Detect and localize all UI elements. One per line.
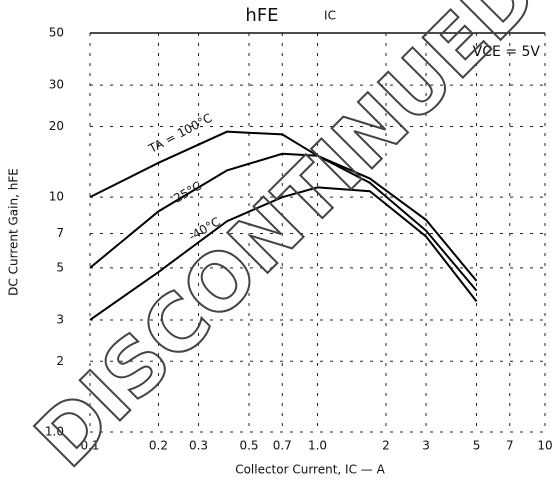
x-tick-label: 0.7: [273, 439, 292, 453]
chart-subtitle: IC: [324, 9, 336, 23]
data-line: [89, 186, 478, 321]
annotation: VCE = 5V: [473, 44, 541, 60]
y-tick-label: 30: [49, 78, 64, 92]
watermark: DISCONTINUED: [19, 0, 555, 485]
x-tick-label: 0.5: [239, 439, 258, 453]
x-tick-label: 0.1: [80, 439, 99, 453]
y-axis-label: DC Current Gain, hFE: [7, 168, 21, 296]
x-tick-label: 7: [506, 439, 514, 453]
y-tick-label: 5: [56, 260, 64, 274]
data-line: [89, 152, 478, 292]
x-tick-label: 5: [473, 439, 481, 453]
x-axis-label: Collector Current, IC — A: [235, 463, 385, 477]
y-tick-label: 50: [49, 26, 64, 40]
data-line: [89, 130, 478, 282]
x-tick-label: 1.0: [308, 439, 327, 453]
y-tick-label: 3: [56, 312, 64, 326]
y-tick-label: 10: [49, 190, 64, 204]
y-tick-label: 20: [49, 119, 64, 133]
x-tick-label: 10: [537, 439, 552, 453]
series-label: TA = 100°C: [146, 111, 215, 156]
x-tick-label: 0.3: [189, 439, 208, 453]
x-tick-label: 2: [382, 439, 390, 453]
series-label: 25°C: [171, 179, 204, 206]
x-tick-label: 3: [422, 439, 430, 453]
chart-title: hFE: [245, 5, 278, 26]
y-tick-label: 1.0: [45, 425, 64, 439]
x-tick-label: 0.2: [149, 439, 168, 453]
y-tick-label: 2: [56, 354, 64, 368]
y-tick-label: 7: [56, 226, 64, 240]
